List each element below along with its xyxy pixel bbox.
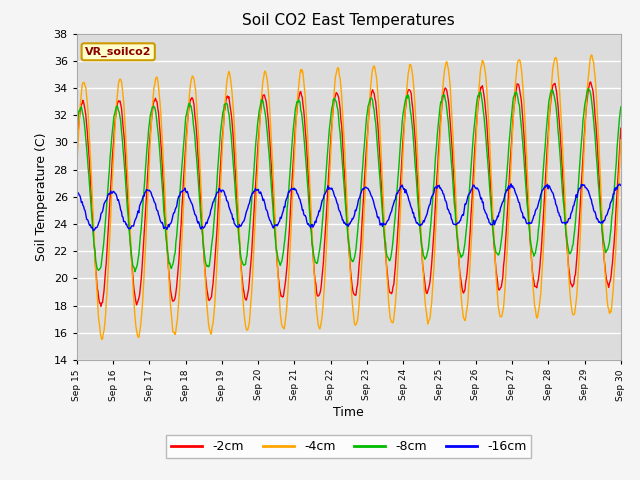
Y-axis label: Soil Temperature (C): Soil Temperature (C) — [35, 132, 48, 261]
Legend: -2cm, -4cm, -8cm, -16cm: -2cm, -4cm, -8cm, -16cm — [166, 435, 531, 458]
X-axis label: Time: Time — [333, 406, 364, 419]
Title: Soil CO2 East Temperatures: Soil CO2 East Temperatures — [243, 13, 455, 28]
Text: VR_soilco2: VR_soilco2 — [85, 47, 152, 57]
